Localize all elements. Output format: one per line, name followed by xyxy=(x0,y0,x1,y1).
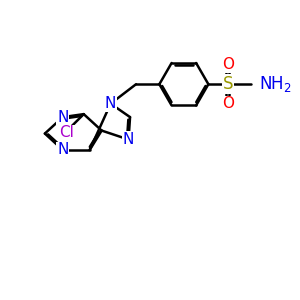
Text: N: N xyxy=(105,96,116,111)
Text: N: N xyxy=(57,142,68,158)
Text: O: O xyxy=(222,57,234,72)
Text: Cl: Cl xyxy=(59,125,74,140)
Text: N: N xyxy=(57,110,68,124)
Text: S: S xyxy=(223,75,233,93)
Text: NH$_2$: NH$_2$ xyxy=(259,74,292,94)
Text: O: O xyxy=(222,97,234,112)
Text: N: N xyxy=(123,132,134,147)
